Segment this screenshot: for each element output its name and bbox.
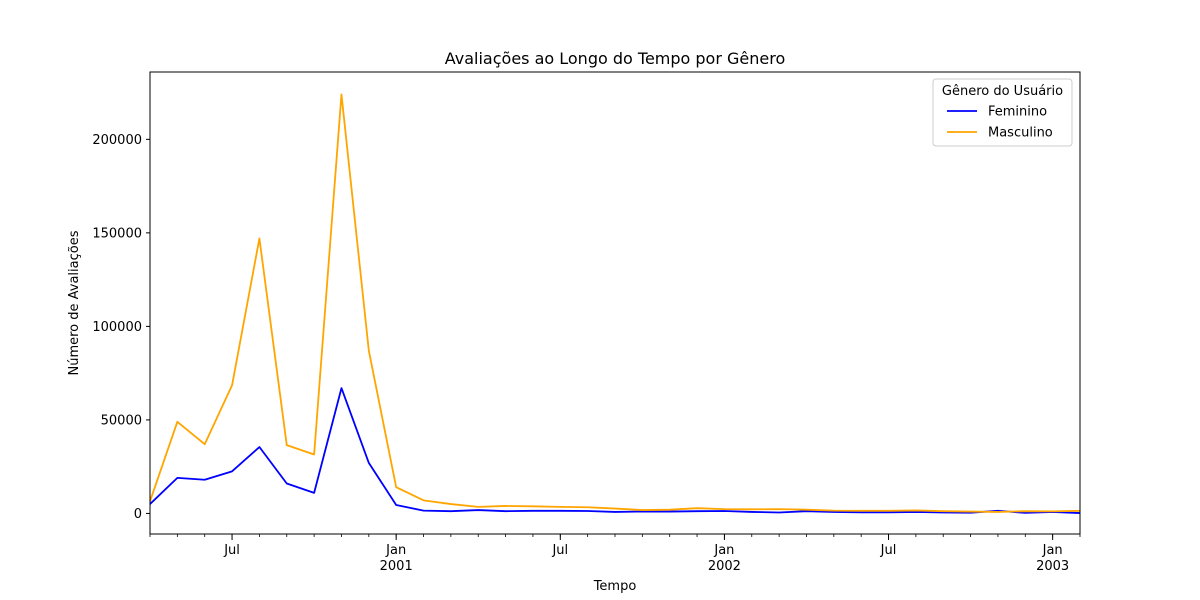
x-tick-year-label: 2001 [380, 559, 413, 574]
x-tick-label: Jan [713, 543, 734, 558]
x-tick-label: Jan [385, 543, 406, 558]
x-tick-year-label: 2003 [1036, 559, 1069, 574]
y-tick-label: 0 [134, 507, 142, 522]
x-tick-label: Jul [880, 543, 897, 558]
y-tick-label: 50000 [101, 413, 142, 428]
series-line-feminino [149, 387, 1081, 514]
y-tick-label: 200000 [92, 133, 142, 148]
y-axis-label: Número de Avaliações [67, 230, 82, 375]
x-axis-label: Tempo [593, 579, 637, 594]
legend-box [932, 78, 1073, 147]
x-tick-label: Jan [1042, 543, 1063, 558]
x-tick-year-label: 2002 [708, 559, 741, 574]
legend-label-masculino: Masculino [988, 126, 1053, 141]
series-line-masculino [149, 93, 1081, 513]
x-tick-label: Jul [551, 543, 568, 558]
chart-title: Avaliações ao Longo do Tempo por Gênero [445, 49, 786, 68]
x-tick-label: Jul [223, 543, 240, 558]
y-tick-label: 100000 [92, 320, 142, 335]
y-tick-label: 150000 [92, 226, 142, 241]
legend: Gênero do Usuário Feminino Masculino [932, 78, 1073, 147]
legend-title: Gênero do Usuário [942, 84, 1063, 99]
legend-label-feminino: Feminino [988, 105, 1047, 120]
